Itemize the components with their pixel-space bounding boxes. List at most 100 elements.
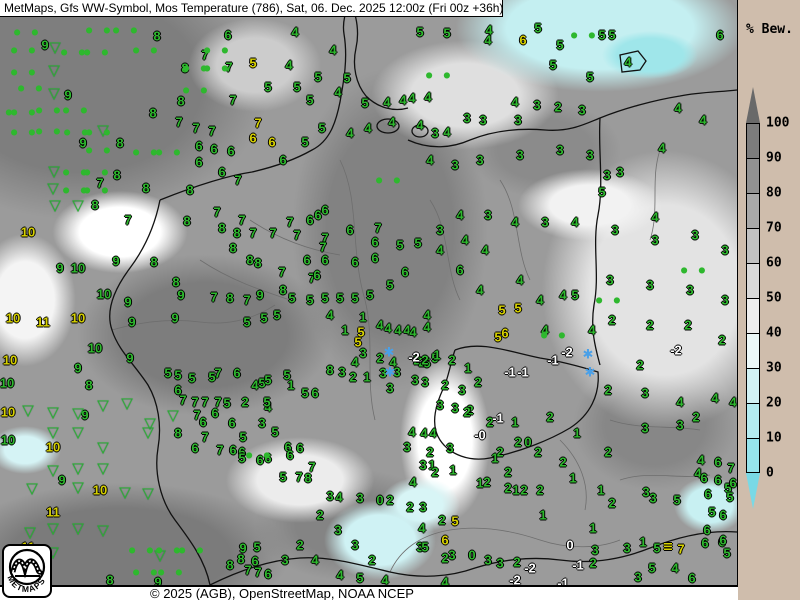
station-value: 2 xyxy=(636,357,644,373)
colorbar-segment xyxy=(746,298,760,333)
station-value: 2 xyxy=(496,444,504,460)
station-value: 3 xyxy=(479,112,487,128)
station-value: 5 xyxy=(421,539,429,555)
tri-symbol: ▽ xyxy=(47,519,59,537)
station-value: 6 xyxy=(268,134,276,150)
station-value: 8 xyxy=(150,254,158,270)
dots-symbol: ● ● xyxy=(85,145,115,155)
station-value: 2 xyxy=(504,480,512,496)
station-value: 4 xyxy=(264,399,272,415)
station-value: 5 xyxy=(648,560,656,576)
station-value: 6 xyxy=(211,405,219,421)
tri-symbol: ▽ xyxy=(48,162,60,180)
station-value: 3 xyxy=(484,207,492,223)
dots-symbol: ● ● xyxy=(83,185,113,195)
tri-symbol: ▽ xyxy=(72,519,84,537)
station-value: 6 xyxy=(233,365,241,381)
tri-symbol: ▽ xyxy=(47,543,59,561)
station-value: 8 xyxy=(85,377,93,393)
station-value: 6 xyxy=(456,262,464,278)
dots-symbol: ● ● xyxy=(10,67,40,77)
station-value: 2 xyxy=(431,464,439,480)
station-value: 4 xyxy=(441,574,449,586)
station-value: 5 xyxy=(431,350,439,366)
station-value: 8 xyxy=(218,220,226,236)
station-value: 7 xyxy=(124,212,132,228)
colorbar-segment xyxy=(746,263,760,298)
station-value: 4 xyxy=(384,320,392,336)
station-value: 3 xyxy=(351,537,359,553)
station-value: 3 xyxy=(451,157,459,173)
station-value: 6 xyxy=(284,439,292,455)
station-value: 7 xyxy=(308,270,316,286)
station-value: 5 xyxy=(416,24,424,40)
station-value: 9 xyxy=(81,407,89,423)
station-value: 7 xyxy=(321,230,329,246)
dots-symbol: ● ● xyxy=(112,25,142,35)
station-value: 5 xyxy=(514,300,522,316)
station-value: 7 xyxy=(249,225,257,241)
station-value: 4 xyxy=(711,390,719,406)
station-value: 4 xyxy=(697,452,705,468)
station-value: 6 xyxy=(346,222,354,238)
station-value: 5 xyxy=(239,429,247,445)
station-value: 7 xyxy=(243,292,251,308)
station-value: 6 xyxy=(714,454,722,470)
station-value: 5 xyxy=(306,92,314,108)
station-value: 9 xyxy=(74,360,82,376)
station-value: 1 xyxy=(359,309,367,325)
station-value: 7 xyxy=(244,562,252,578)
station-value: 5 xyxy=(301,134,309,150)
station-value: 2 xyxy=(406,499,414,515)
station-value: 4 xyxy=(285,57,293,73)
station-value: 4 xyxy=(291,24,299,40)
station-value: 3 xyxy=(649,490,657,506)
station-value: 2 xyxy=(546,409,554,425)
station-value: 4 xyxy=(418,520,426,536)
station-value: 1 xyxy=(573,425,581,441)
station-value: 6 xyxy=(314,207,322,223)
station-value: 5 xyxy=(321,290,329,306)
station-value: 8 xyxy=(304,470,312,486)
dots-symbol: ● ● xyxy=(10,107,40,117)
station-value: 2 xyxy=(514,434,522,450)
station-value: 3 xyxy=(514,112,522,128)
station-value: 2 xyxy=(296,537,304,553)
station-value: 2 xyxy=(438,512,446,528)
station-value: 2 xyxy=(536,482,544,498)
station-value: 10 xyxy=(87,340,103,356)
station-value: 3 xyxy=(603,167,611,183)
station-value: 6 xyxy=(719,532,727,548)
station-value: 4 xyxy=(403,322,411,338)
station-value: 0 xyxy=(468,547,476,563)
station-value: 9 xyxy=(58,472,66,488)
station-value: 3 xyxy=(416,539,424,555)
dots-symbol: ● ● xyxy=(63,127,93,137)
station-value: 6 xyxy=(264,566,272,582)
station-value: 3 xyxy=(646,277,654,293)
tri-symbol: ▽ xyxy=(48,84,60,102)
station-value: 4 xyxy=(326,307,334,323)
colorbar-tick-label: 100 xyxy=(766,115,790,131)
tri-symbol: ▽ xyxy=(167,406,179,424)
station-value: 4 xyxy=(461,232,469,248)
tri-symbol: ▽ xyxy=(97,521,109,539)
dots-symbol: ● ● xyxy=(132,567,162,577)
station-value: 3 xyxy=(359,345,367,361)
station-value: 6 xyxy=(174,382,182,398)
map-title: MetMaps, Gfs WW-Symbol, Mos Temperature … xyxy=(4,1,503,15)
station-value: 1 xyxy=(433,347,441,363)
station-value: 2 xyxy=(486,414,494,430)
station-value: 5 xyxy=(283,367,291,383)
station-value: 4 xyxy=(364,120,372,136)
station-value: 5 xyxy=(366,287,374,303)
station-value: -2 xyxy=(670,342,682,358)
tri-symbol: ▽ xyxy=(72,423,84,441)
colorbar-tick-label: 20 xyxy=(766,395,782,411)
tri-symbol: ▽ xyxy=(72,459,84,477)
dots-symbol: ● ● xyxy=(155,147,185,157)
station-value: 1 xyxy=(464,360,472,376)
station-value: 5 xyxy=(708,504,716,520)
station-value: 0 xyxy=(376,492,384,508)
